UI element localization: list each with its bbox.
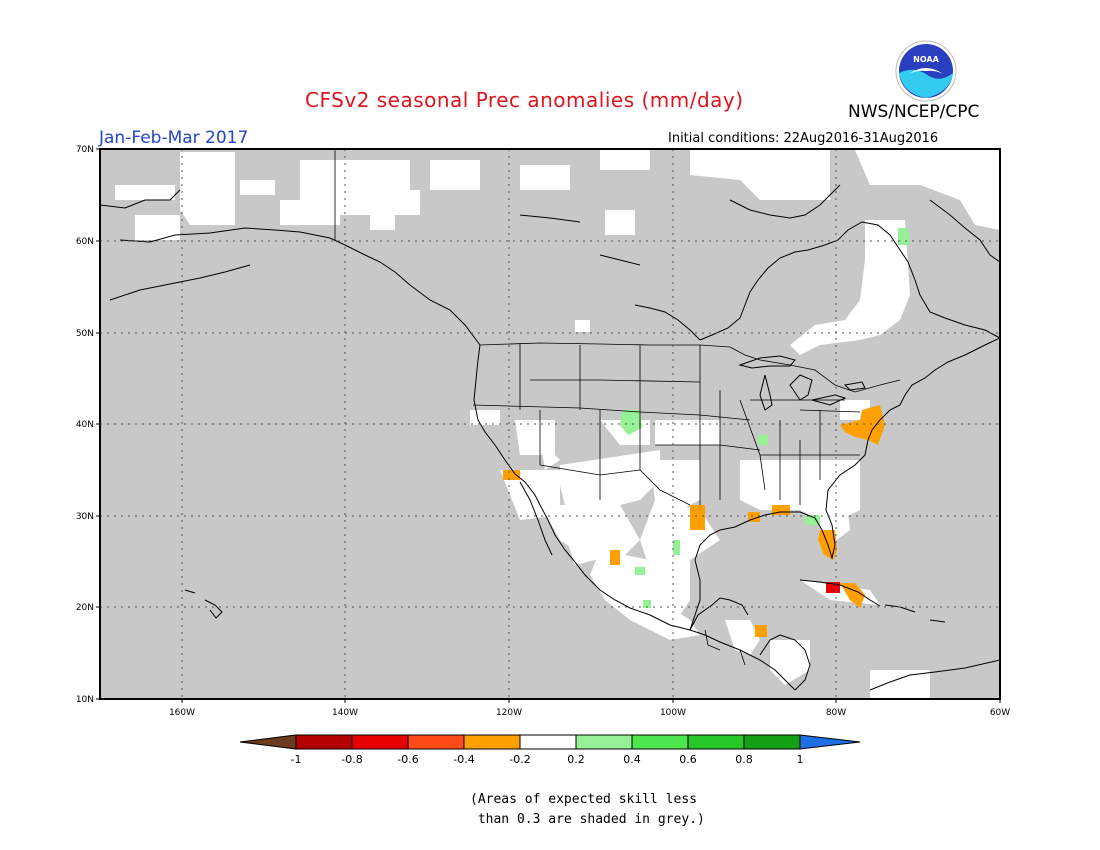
colorbar-under-arrow <box>239 734 297 750</box>
lon-label: 160W <box>169 708 195 718</box>
map-plot-area <box>100 149 1000 699</box>
colorbar-tick-label: -0.2 <box>509 753 530 766</box>
colorbar-tick-label: -0.6 <box>397 753 418 766</box>
skill-note-line: than 0.3 are shaded in grey.) <box>470 812 705 827</box>
great-lakes <box>738 355 866 411</box>
colorbar-tick-label: 0.4 <box>623 753 641 766</box>
lon-label: 140W <box>332 708 358 718</box>
forecast-period: Jan-Feb-Mar 2017 <box>99 128 249 148</box>
colorbar-bin <box>575 734 633 750</box>
colorbar-tick-label: -0.8 <box>341 753 362 766</box>
lon-label: 100W <box>660 708 686 718</box>
initial-conditions: Initial conditions: 22Aug2016-31Aug2016 <box>668 131 939 146</box>
lon-label: 120W <box>496 708 522 718</box>
skill-note-line: (Areas of expected skill less <box>470 792 697 807</box>
strong-negative-anomaly-cuba <box>826 582 840 593</box>
colorbar-tick-label: 1 <box>797 753 804 766</box>
positive-anomaly-regions <box>620 228 910 608</box>
colorbar-bin <box>631 734 689 750</box>
lat-label: 70N <box>76 145 94 155</box>
colorbar-tick-label: 0.6 <box>679 753 697 766</box>
skill-note: (Areas of expected skill less than 0.3 a… <box>470 790 705 830</box>
colorbar-bin <box>463 734 521 750</box>
colorbar-tick-label: -1 <box>291 753 302 766</box>
lon-label: 60W <box>990 708 1010 718</box>
colorbar-bin <box>743 734 801 750</box>
colorbar: -1 -0.8 -0.6 -0.4 -0.2 0.2 0.4 0.6 0.8 1 <box>239 734 861 766</box>
chart-title: CFSv2 seasonal Prec anomalies (mm/day) <box>305 88 744 112</box>
political-borders <box>334 150 901 666</box>
colorbar-bin <box>295 734 353 750</box>
colorbar-tick-label: 0.2 <box>567 753 585 766</box>
graticule <box>100 149 1000 699</box>
lon-label: 80W <box>826 708 846 718</box>
axis-ticks <box>96 148 1001 703</box>
colorbar-bin <box>687 734 745 750</box>
lat-label: 30N <box>76 512 94 522</box>
longitude-labels: 160W 140W 120W 100W 80W 60W <box>169 708 1010 718</box>
lat-label: 60N <box>76 237 94 247</box>
lat-label: 20N <box>76 603 94 613</box>
coastlines <box>100 184 1000 691</box>
lat-label: 40N <box>76 420 94 430</box>
colorbar-bin <box>351 734 409 750</box>
latitude-labels: 70N 60N 50N 40N 30N 20N 10N <box>76 145 94 705</box>
colorbar-tick-label: -0.4 <box>453 753 474 766</box>
colorbar-over-arrow <box>799 734 861 750</box>
lat-label: 10N <box>76 695 94 705</box>
logo-text: NOAA <box>913 55 939 64</box>
noaa-logo-icon: NOAA <box>895 40 957 102</box>
colorbar-bin <box>407 734 465 750</box>
agency-label: NWS/NCEP/CPC <box>848 102 980 122</box>
colorbar-bin <box>519 734 577 750</box>
lat-label: 50N <box>76 329 94 339</box>
colorbar-tick-label: 0.8 <box>735 753 753 766</box>
